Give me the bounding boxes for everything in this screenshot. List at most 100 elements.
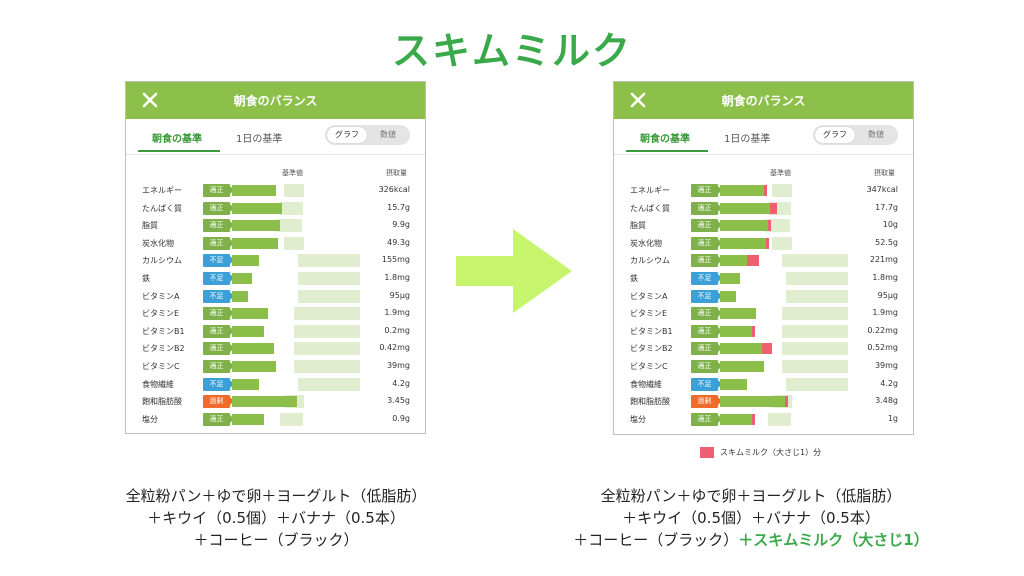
skim-milk-bar [785, 396, 788, 408]
nutrient-label: 炭水化物 [630, 238, 662, 248]
reference-band [768, 412, 791, 426]
caption-line: 全粒粉パン＋ゆで卵＋ヨーグルト（低脂肪） [600, 487, 902, 505]
nutrient-label: ビタミンE [142, 309, 180, 319]
nutrient-label: 塩分 [142, 414, 158, 424]
reference-band [786, 377, 848, 391]
toggle-value[interactable]: 数値 [868, 130, 884, 139]
intake-value: 49.3g [387, 237, 410, 247]
skim-milk-bar [747, 255, 759, 267]
intake-bar [232, 308, 268, 320]
toggle-graph[interactable]: グラフ [815, 127, 855, 143]
reference-band [280, 201, 303, 215]
nutrient-label: ビタミンC [142, 362, 180, 371]
intake-bar [232, 237, 278, 249]
intake-bar [232, 378, 259, 390]
nutrient-label: ビタミンB2 [142, 344, 185, 354]
status-badge: 過剰 [203, 395, 234, 409]
status-badge: 不足 [203, 254, 234, 268]
view-toggle: グラフ 数値 [813, 125, 898, 145]
nutrient-label: 食物繊維 [630, 379, 662, 389]
tab-daily-standard[interactable]: 1日の基準 [236, 134, 283, 145]
nutrient-label: ビタミンB2 [630, 344, 673, 354]
nutrient-label: ビタミンE [630, 309, 668, 319]
nutrient-label: ビタミンB1 [630, 326, 673, 336]
intake-bar [232, 290, 248, 302]
status-badge: 適正 [203, 219, 234, 233]
reference-band [280, 412, 303, 426]
status-badge: 適正 [691, 219, 722, 233]
status-badge: 適正 [203, 201, 234, 215]
tab-breakfast-standard[interactable]: 朝食の基準 [640, 134, 690, 145]
caption-before: 全粒粉パン＋ゆで卵＋ヨーグルト（低脂肪） ＋キウイ（0.5個）＋バナナ（0.5本… [51, 485, 501, 551]
intake-value: 155mg [381, 255, 410, 265]
intake-bar [720, 255, 747, 267]
nutrient-label: 塩分 [630, 414, 646, 424]
skim-milk-bar [752, 413, 755, 425]
tab-divider [126, 154, 425, 155]
close-icon[interactable] [626, 88, 650, 112]
nutrient-label: カルシウム [630, 256, 670, 266]
status-badge: 不足 [691, 272, 722, 285]
reference-column-header: 基準値 [770, 169, 791, 177]
intake-value: 3.48g [875, 396, 898, 406]
caption-line: ＋キウイ（0.5個）＋バナナ（0.5本） [147, 509, 405, 527]
intake-bar [720, 378, 747, 390]
status-badge: 適正 [203, 342, 234, 356]
intake-value: 1.9mg [384, 308, 410, 318]
reference-band [284, 236, 304, 250]
nutrient-label: たんぱく質 [142, 203, 182, 213]
active-tab-indicator [626, 150, 708, 152]
status-badge: 適正 [691, 307, 722, 321]
close-icon[interactable] [138, 88, 162, 112]
skim-milk-bar [766, 237, 769, 249]
intake-value: 326kcal [378, 185, 410, 194]
intake-bar [720, 202, 770, 214]
caption-after: 全粒粉パン＋ゆで卵＋ヨーグルト（低脂肪） ＋キウイ（0.5個）＋バナナ（0.5本… [526, 485, 976, 551]
intake-bar [232, 361, 276, 372]
intake-value: 0.52mg [867, 343, 898, 353]
view-toggle: グラフ 数値 [325, 125, 410, 145]
reference-band [298, 254, 360, 268]
skim-milk-bar [768, 220, 771, 232]
intake-value: 221mg [869, 255, 898, 265]
status-badge: 適正 [691, 236, 722, 250]
status-badge: 適正 [203, 412, 234, 426]
intake-bar [232, 413, 264, 425]
intake-bar [720, 290, 736, 302]
reference-band [782, 360, 848, 373]
reference-band [786, 272, 848, 285]
tab-breakfast-standard[interactable]: 朝食の基準 [152, 134, 202, 145]
intake-value: 0.9g [392, 413, 410, 423]
nutrient-label: 鉄 [630, 274, 638, 283]
skim-milk-bar [770, 202, 777, 214]
arrow-right-icon [456, 229, 572, 313]
intake-value: 39mg [386, 361, 410, 370]
intake-bar [232, 220, 280, 232]
nutrient-label: エネルギー [630, 186, 670, 195]
intake-value: 52.5g [875, 237, 898, 247]
tab-daily-standard[interactable]: 1日の基準 [724, 134, 771, 145]
intake-value: 1.8mg [872, 273, 898, 282]
intake-value: 0.22mg [867, 325, 898, 335]
nutrient-label: 飽和脂肪酸 [142, 397, 182, 407]
toggle-graph[interactable]: グラフ [327, 127, 367, 143]
toggle-value[interactable]: 数値 [380, 130, 396, 139]
caption-line: 全粒粉パン＋ゆで卵＋ヨーグルト（低脂肪） [125, 487, 427, 505]
caption-line: ＋コーヒー（ブラック）＋スキムミルク（大さじ1） [526, 529, 976, 551]
intake-bar [232, 325, 264, 337]
panel-title: 朝食のバランス [233, 94, 318, 108]
status-badge: 適正 [691, 184, 722, 197]
nutrient-label: 飽和脂肪酸 [630, 397, 670, 407]
nutrient-label: たんぱく質 [630, 203, 670, 213]
intake-value: 0.42mg [379, 343, 410, 353]
reference-band [294, 342, 360, 356]
nutrient-label: カルシウム [142, 256, 182, 266]
intake-bar [720, 361, 764, 372]
status-badge: 適正 [203, 324, 234, 338]
reference-band [284, 184, 304, 197]
status-badge: 不足 [203, 289, 234, 303]
intake-bar [232, 202, 282, 214]
skim-milk-bar [764, 185, 767, 196]
intake-bar [720, 220, 768, 232]
status-badge: 適正 [691, 342, 722, 356]
